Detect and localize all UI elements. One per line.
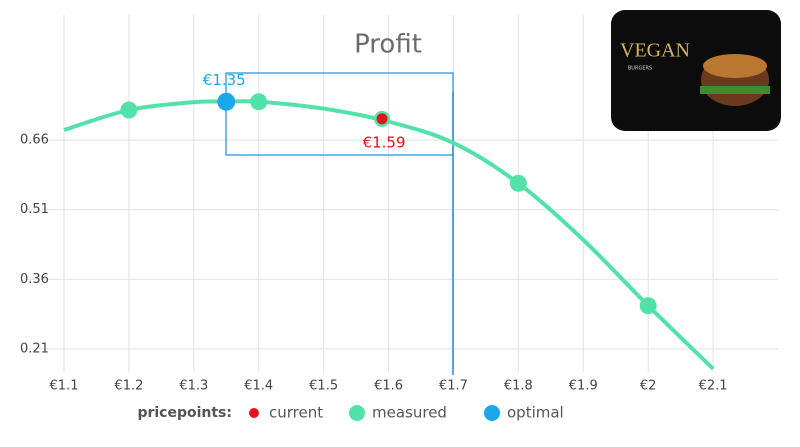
point-label: €1.59 <box>363 133 406 151</box>
x-tick-label: €1.5 <box>309 379 338 394</box>
point <box>639 297 657 315</box>
price-highlight <box>225 72 454 375</box>
legend-label: measured <box>372 404 447 422</box>
legend-marker <box>349 405 365 421</box>
x-tick-label: €1.4 <box>244 379 273 394</box>
x-tick-label: €1.9 <box>569 379 598 394</box>
product-image: VEGAN BURGERS <box>611 10 781 131</box>
point <box>120 101 138 119</box>
point <box>217 92 236 111</box>
point <box>509 174 527 192</box>
image-subtitle: BURGERS <box>628 66 652 72</box>
x-tick-label: €1.3 <box>179 379 208 394</box>
x-tick-label: €2.1 <box>699 379 728 394</box>
x-tick-label: €2 <box>640 379 657 394</box>
image-title: VEGAN <box>620 40 690 62</box>
point <box>250 93 268 111</box>
x-tick-label: €1.1 <box>50 379 79 394</box>
y-tick-label: 0.21 <box>20 341 49 356</box>
y-tick-label: 0.51 <box>20 202 49 217</box>
y-tick-label: 0.36 <box>20 272 49 287</box>
chart-title: Profit <box>354 30 422 60</box>
x-tick-label: €1.2 <box>114 379 143 394</box>
x-tick-label: €1.6 <box>374 379 403 394</box>
bun <box>703 54 767 78</box>
point <box>376 113 388 125</box>
highlight-box <box>225 72 454 156</box>
point-label: €1.35 <box>203 71 246 89</box>
legend-marker <box>249 408 259 418</box>
legend-label: current <box>269 404 323 422</box>
legend-title: pricepoints: <box>137 405 232 421</box>
lettuce <box>700 86 770 94</box>
legend-label: optimal <box>507 404 564 422</box>
x-tick-label: €1.8 <box>504 379 533 394</box>
x-tick-label: €1.7 <box>439 379 468 394</box>
y-tick-label: 0.66 <box>20 133 49 148</box>
legend-marker <box>484 405 500 421</box>
